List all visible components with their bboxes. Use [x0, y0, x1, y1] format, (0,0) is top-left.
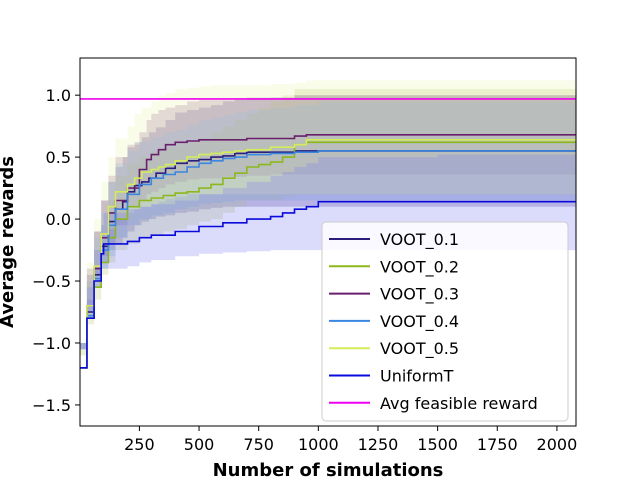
legend-label-avg-feasible-reward: Avg feasible reward: [380, 394, 538, 413]
y-tick-label: −1.0: [32, 334, 71, 353]
x-tick-label: 1000: [298, 435, 339, 454]
band-voot-0-4: [80, 101, 576, 393]
x-tick-label: 2000: [537, 435, 578, 454]
x-tick-label: 1500: [417, 435, 458, 454]
legend-label-uniformt: UniformT: [380, 367, 454, 386]
y-tick-label: 0.0: [46, 210, 71, 229]
band-voot-0-3: [80, 95, 576, 393]
band-voot-0-5: [80, 80, 576, 393]
legend-label-voot-0-3: VOOT_0.3: [380, 285, 459, 305]
y-tick-label: −0.5: [32, 272, 71, 291]
plot-frame: [79, 57, 577, 427]
y-axis-ticks: −1.5 −1.0 −0.5 0.0 0.5 1.0: [32, 86, 80, 415]
legend-label-voot-0-2: VOOT_0.2: [380, 257, 459, 277]
x-tick-label: 1750: [477, 435, 518, 454]
legend-box: [321, 221, 569, 422]
y-tick-label: −1.5: [32, 396, 71, 415]
line-voot-0-3: [80, 134, 576, 369]
x-tick-label: 500: [184, 435, 215, 454]
series-lines: [80, 98, 576, 369]
x-tick-label: 750: [243, 435, 274, 454]
x-tick-label: 250: [124, 435, 155, 454]
y-tick-label: 0.5: [46, 148, 71, 167]
band-voot-0-2: [80, 89, 576, 393]
y-tick-label: 1.0: [46, 86, 71, 105]
legend-label-voot-0-5: VOOT_0.5: [380, 339, 459, 359]
x-tick-label: 1250: [358, 435, 399, 454]
legend-label-voot-0-4: VOOT_0.4: [380, 312, 459, 332]
x-axis-ticks: 250 500 750 1000 1250 1500 1750 2000: [124, 426, 577, 454]
y-axis-label: Average rewards: [0, 156, 18, 328]
x-axis-label: Number of simulations: [213, 460, 444, 480]
line-voot-0-4: [80, 150, 576, 369]
line-voot-0-5: [80, 139, 576, 369]
legend-label-voot-0-1: VOOT_0.1: [380, 230, 459, 250]
band-uniformt: [80, 154, 576, 393]
confidence-bands: [80, 80, 576, 393]
line-uniformt: [80, 200, 576, 369]
band-voot-0-1: [80, 95, 576, 393]
legend: VOOT_0.1 VOOT_0.2 VOOT_0.3 VOOT_0.4 VOOT_0.5…: [321, 221, 569, 422]
